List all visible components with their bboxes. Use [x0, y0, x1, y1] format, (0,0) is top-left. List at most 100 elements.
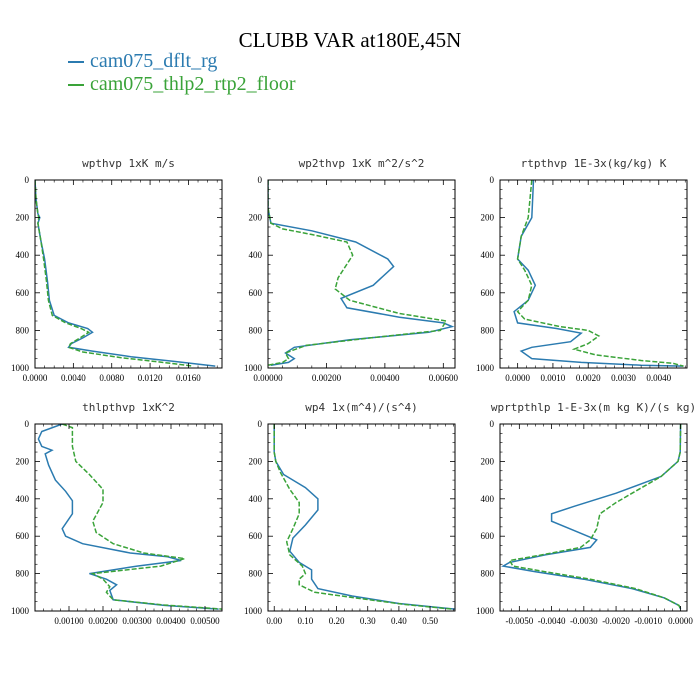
panel-3-ytick-label-1: 200 [481, 213, 495, 223]
panel-2-title: wp2thvp 1xK m^2/s^2 [299, 157, 425, 170]
panel-4-ytick-label-0: 0 [25, 419, 30, 429]
panel-6-ytick-label-4: 800 [481, 569, 495, 579]
panel-2-xtick-label-3: 0.00600 [429, 373, 459, 383]
panel-2-series-1 [268, 180, 455, 366]
panel-4-xtick-label-3: 0.00400 [156, 616, 186, 626]
panel-5-ytick-label-3: 600 [249, 531, 263, 541]
panel-3-xtick-label-0: 0.0000 [505, 373, 530, 383]
panel-2-ytick-label-5: 1000 [244, 363, 263, 373]
panel-4-ytick-label-2: 400 [16, 494, 30, 504]
panel-3-ytick-label-2: 400 [481, 250, 495, 260]
panel-6-xtick-label-2: -0.0030 [570, 616, 598, 626]
panel-4-ytick-label-3: 600 [16, 531, 30, 541]
panel-2-xtick-label-0: 0.00000 [253, 373, 283, 383]
panel-3-ytick-label-3: 600 [481, 288, 495, 298]
panel-4-frame [34, 423, 223, 612]
panel-3-series-2 [516, 180, 684, 367]
panel-3-title: rtpthvp 1E-3x(kg/kg) K [521, 157, 667, 170]
panel-3-ytick-label-4: 800 [481, 325, 495, 335]
panel-6-xtick-label-3: -0.0020 [602, 616, 630, 626]
panel-6-title: wprtpthlp 1-E-3x(m kg K)/(s kg) [491, 401, 696, 414]
panel-2-xtick-label-2: 0.00400 [370, 373, 400, 383]
panel-5-ytick-label-4: 800 [249, 569, 263, 579]
panel-1-ytick-label-3: 600 [16, 288, 30, 298]
panel-2-xtick-label-1: 0.00200 [312, 373, 342, 383]
panel-4-title: thlpthvp 1xK^2 [82, 401, 175, 414]
panel-5-series-1 [273, 424, 455, 610]
panel-1-ytick-label-2: 400 [16, 250, 30, 260]
panel-6-frame [499, 423, 688, 612]
panel-1-ytick-label-1: 200 [16, 213, 30, 223]
panel-6-ytick-label-5: 1000 [476, 606, 495, 616]
panel-2-ytick-label-3: 600 [249, 288, 263, 298]
panel-3-ytick-label-0: 0 [490, 175, 495, 185]
panel-1-ytick-label-4: 800 [16, 325, 30, 335]
panel-5-frame [267, 423, 456, 612]
figure-title: CLUBB VAR at180E,45N [238, 28, 462, 52]
panel-5-ytick-label-0: 0 [258, 419, 263, 429]
panel-6-xtick-label-4: -0.0010 [634, 616, 662, 626]
panel-4-ytick-label-1: 200 [16, 456, 30, 466]
panel-6-ytick-label-3: 600 [481, 531, 495, 541]
panel-6-ytick-label-1: 200 [481, 456, 495, 466]
panel-4-xtick-label-1: 0.00200 [88, 616, 118, 626]
panel-1-xtick-label-0: 0.0000 [23, 373, 48, 383]
panel-6-series-1 [501, 424, 682, 610]
legend-item-2: cam075_thlp2_rtp2_floor [68, 73, 296, 96]
panel-1-ytick-label-0: 0 [25, 175, 30, 185]
panel-6: wprtpthlp 1-E-3x(m kg K)/(s kg) 0 200 400 60… [476, 401, 696, 626]
panel-4-ytick-label-4: 800 [16, 569, 30, 579]
panel-5-xtick-label-3: 0.30 [360, 616, 376, 626]
panel-4-xtick-label-0: 0.00100 [54, 616, 84, 626]
panel-5-xtick-label-0: 0.00 [266, 616, 282, 626]
panel-2-ytick-label-1: 200 [249, 213, 263, 223]
panel-6-xtick-label-0: -0.0050 [505, 616, 533, 626]
panel-2-ytick-label-2: 400 [249, 250, 263, 260]
panel-2-ytick-label-0: 0 [258, 175, 263, 185]
panel-4-series-1 [37, 424, 219, 610]
panel-4: thlpthvp 1xK^2 0 200 400 600 800 1000 0.00100 0.… [11, 401, 223, 626]
panel-1-xtick-label-3: 0.0120 [138, 373, 163, 383]
panel-5-xtick-label-1: 0.10 [298, 616, 314, 626]
panel-2-series-2 [268, 180, 448, 366]
panel-5-title: wp4 1x(m^4)/(s^4) [305, 401, 418, 414]
panel-1-xtick-label-2: 0.0080 [99, 373, 124, 383]
panel-6-series-2 [508, 424, 682, 610]
panel-4-ytick-label-5: 1000 [11, 606, 30, 616]
panel-3-series-1 [513, 180, 684, 367]
panel-5-ytick-label-5: 1000 [244, 606, 263, 616]
panel-5-ytick-label-1: 200 [249, 456, 263, 466]
panel-5-xtick-label-5: 0.50 [422, 616, 438, 626]
panel-3: rtpthvp 1E-3x(kg/kg) K 0 200 400 600 800 1000 0… [476, 157, 688, 383]
legend-swatch-2 [68, 83, 84, 86]
panel-1-ytick-label-5: 1000 [11, 363, 30, 373]
panel-1-xtick-label-1: 0.0040 [61, 373, 86, 383]
legend-label-1: cam075_dflt_rg [90, 50, 218, 72]
panel-4-series-2 [61, 424, 222, 610]
panel-3-xtick-label-2: 0.0020 [576, 373, 601, 383]
panel-1-series-2 [35, 180, 194, 367]
panel-1-series-1 [35, 180, 216, 367]
panel-1-xtick-label-4: 0.0160 [176, 373, 201, 383]
panel-3-xtick-label-1: 0.0010 [541, 373, 566, 383]
panel-6-xtick-label-1: -0.0040 [538, 616, 566, 626]
legend: cam075_dflt_rg cam075_thlp2_rtp2_floor [68, 50, 296, 96]
panel-2-frame [267, 179, 456, 369]
panel-3-ytick-label-5: 1000 [476, 363, 495, 373]
panel-6-ytick-label-2: 400 [481, 494, 495, 504]
panel-5-xtick-label-2: 0.20 [329, 616, 345, 626]
panel-4-xtick-label-2: 0.00300 [122, 616, 152, 626]
panel-4-xtick-label-4: 0.00500 [190, 616, 220, 626]
panel-5-series-2 [273, 424, 452, 610]
panel-3-xtick-label-3: 0.0030 [611, 373, 636, 383]
panel-1-frame [34, 179, 223, 369]
panel-5-ytick-label-2: 400 [249, 494, 263, 504]
legend-item-1: cam075_dflt_rg [68, 50, 296, 73]
panel-3-xtick-label-4: 0.0040 [646, 373, 671, 383]
legend-swatch-1 [68, 60, 84, 63]
panel-6-ytick-label-0: 0 [490, 419, 495, 429]
